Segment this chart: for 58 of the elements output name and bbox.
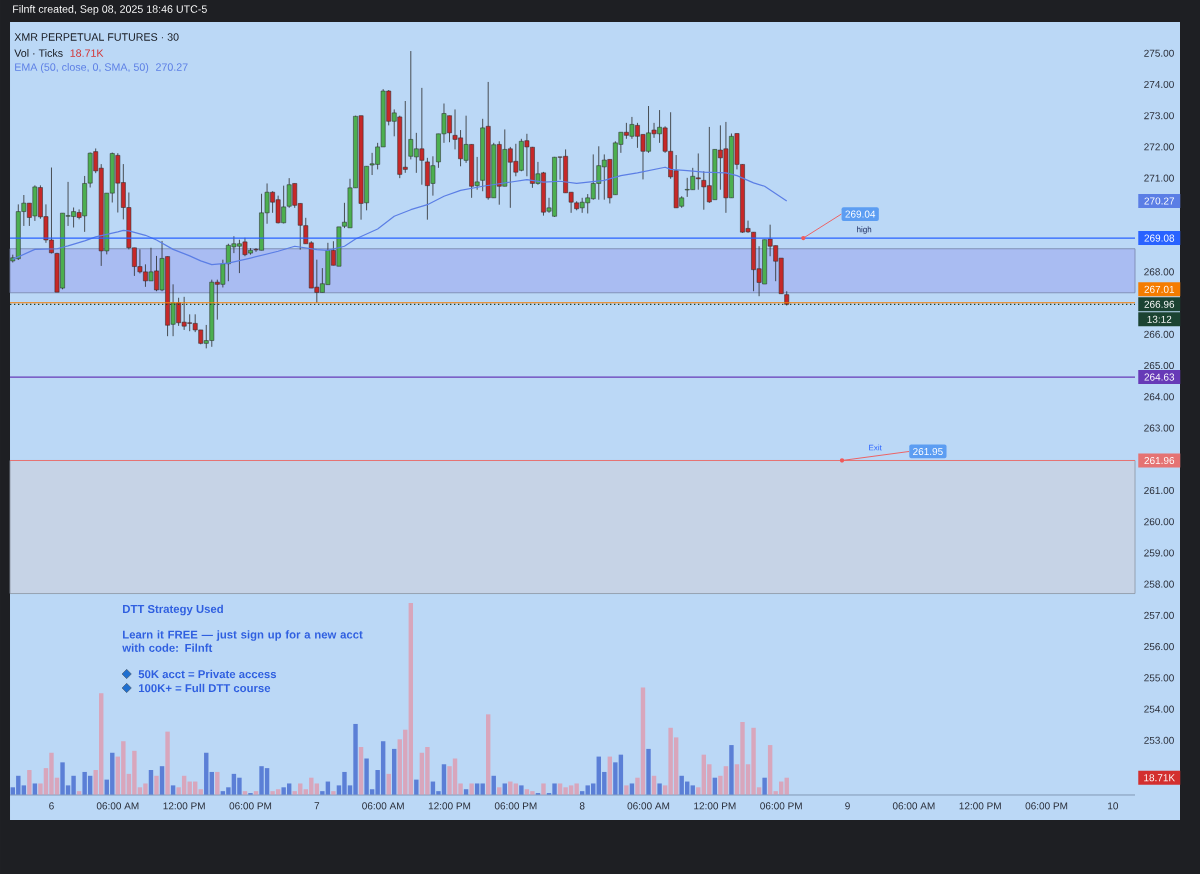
x-tick-label: 06:00 AM bbox=[96, 802, 139, 810]
annotation: high bbox=[857, 226, 872, 234]
x-tick-label: 06:00 AM bbox=[627, 802, 670, 810]
y-tick-label: 275.00 bbox=[1144, 49, 1174, 57]
text: Filnft created, Sep 08, 2025 18:46 UTC-5 bbox=[13, 5, 207, 15]
ref-line-label: 261.96 bbox=[1144, 456, 1175, 465]
x-tick-label: 12:00 PM bbox=[694, 802, 736, 810]
x-tick-label: 06:00 AM bbox=[362, 802, 404, 810]
annotation: 50K acct = Private access bbox=[138, 669, 277, 679]
x-tick-label: 06:00 PM bbox=[229, 802, 272, 810]
y-tick-label: 255.00 bbox=[1144, 674, 1174, 682]
annotation: DTT Strategy Used bbox=[123, 604, 223, 616]
y-tick-label: 268.00 bbox=[1144, 268, 1174, 276]
annotation: Exit bbox=[869, 444, 882, 451]
y-tick-label: 256.00 bbox=[1144, 643, 1174, 651]
x-tick-label: 12:00 PM bbox=[428, 802, 471, 810]
y-tick-label: 257.00 bbox=[1144, 611, 1174, 619]
annotation: 270.27 bbox=[156, 63, 188, 71]
y-tick-label: 260.00 bbox=[1144, 518, 1174, 526]
text: 270.27 bbox=[1144, 197, 1175, 205]
ref-line-label: 269.08 bbox=[1144, 234, 1175, 242]
x-tick-label: 12:00 PM bbox=[959, 802, 1001, 810]
annotation: 100K+ = Full DTT course bbox=[138, 683, 271, 693]
text: XMR PERPETUAL FUTURES · 30 bbox=[14, 33, 179, 41]
x-tick-label: 06:00 PM bbox=[1025, 802, 1068, 810]
text: EMA (50, close, 0, SMA, 50) bbox=[15, 63, 149, 73]
y-tick-label: 266.00 bbox=[1144, 330, 1174, 338]
x-tick-label: 06:00 PM bbox=[760, 802, 802, 810]
y-tick-label: 272.00 bbox=[1144, 143, 1174, 151]
ref-line-label: 267.01 bbox=[1144, 285, 1175, 293]
y-tick-label: 274.00 bbox=[1144, 80, 1174, 88]
chart-title: Vol · Ticks bbox=[14, 49, 63, 57]
y-tick-label: 259.00 bbox=[1144, 549, 1174, 557]
x-tick-label: 6 bbox=[49, 802, 54, 810]
x-tick-label: 12:00 PM bbox=[163, 802, 205, 810]
y-tick-label: 261.00 bbox=[1144, 486, 1174, 495]
y-tick-label: 254.00 bbox=[1144, 705, 1174, 713]
x-tick-label: 06:00 PM bbox=[494, 802, 537, 810]
y-tick-label: 264.00 bbox=[1144, 393, 1174, 401]
annotation: 261.95 bbox=[913, 447, 943, 456]
text: 18.71K bbox=[70, 49, 104, 57]
y-tick-label: 253.00 bbox=[1144, 736, 1174, 744]
x-tick-label: 9 bbox=[845, 802, 850, 810]
x-tick-label: 7 bbox=[314, 802, 320, 810]
text: 13:12 bbox=[1147, 315, 1172, 323]
y-tick-label: 258.00 bbox=[1144, 580, 1174, 588]
annotation: 269.04 bbox=[845, 210, 876, 218]
x-tick-label: 06:00 AM bbox=[892, 802, 935, 810]
x-tick-label: 8 bbox=[579, 802, 585, 810]
y-tick-label: 271.00 bbox=[1144, 174, 1174, 182]
y-tick-label: 263.00 bbox=[1144, 424, 1174, 432]
ref-line-label: 264.63 bbox=[1144, 373, 1175, 381]
y-tick-label: 273.00 bbox=[1144, 112, 1174, 120]
text: 18.71K bbox=[1144, 774, 1175, 782]
annotation: Learn it FREE — just sign up for a new acct with code: Filnft bbox=[122, 630, 363, 652]
ref-line-label: 266.96 bbox=[1144, 300, 1175, 308]
y-tick-label: 265.00 bbox=[1144, 362, 1174, 370]
x-tick-label: 10 bbox=[1108, 802, 1119, 810]
